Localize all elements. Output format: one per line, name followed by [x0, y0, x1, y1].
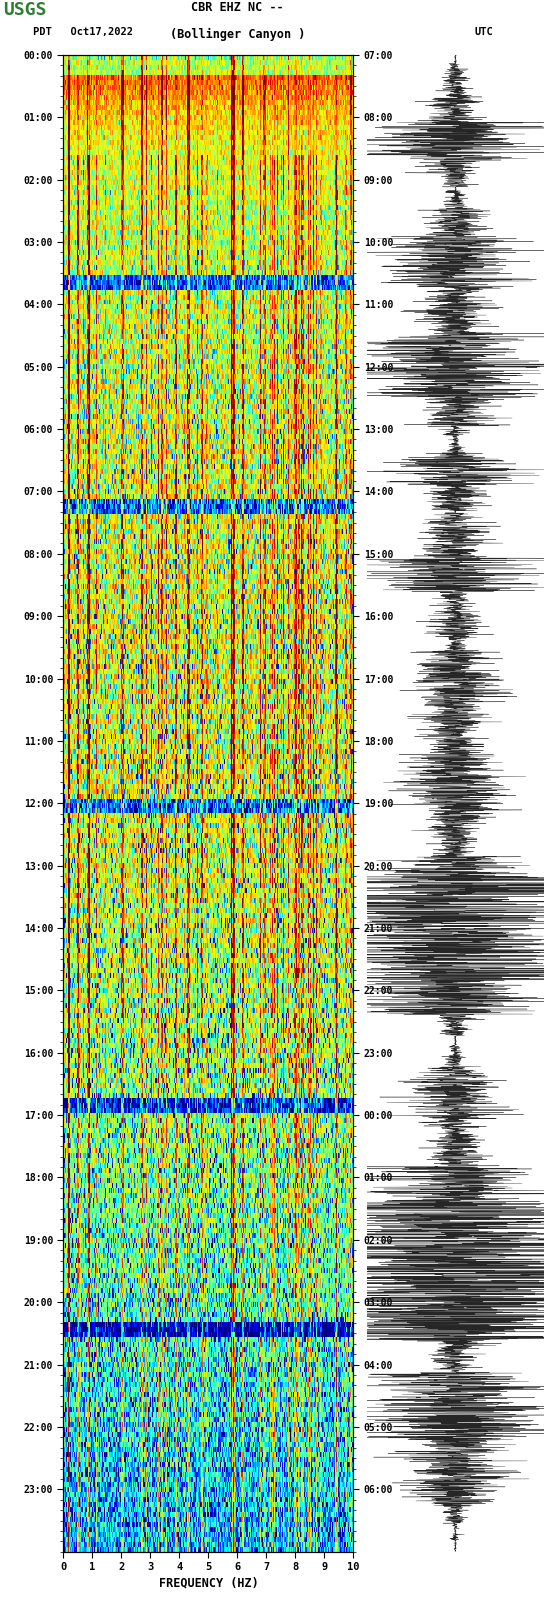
- Text: USGS: USGS: [3, 2, 46, 19]
- Text: CBR EHZ NC --: CBR EHZ NC --: [191, 2, 284, 15]
- X-axis label: FREQUENCY (HZ): FREQUENCY (HZ): [158, 1576, 258, 1589]
- Text: UTC: UTC: [475, 27, 493, 37]
- Text: (Bollinger Canyon ): (Bollinger Canyon ): [169, 27, 305, 40]
- Text: PDT   Oct17,2022: PDT Oct17,2022: [33, 27, 133, 37]
